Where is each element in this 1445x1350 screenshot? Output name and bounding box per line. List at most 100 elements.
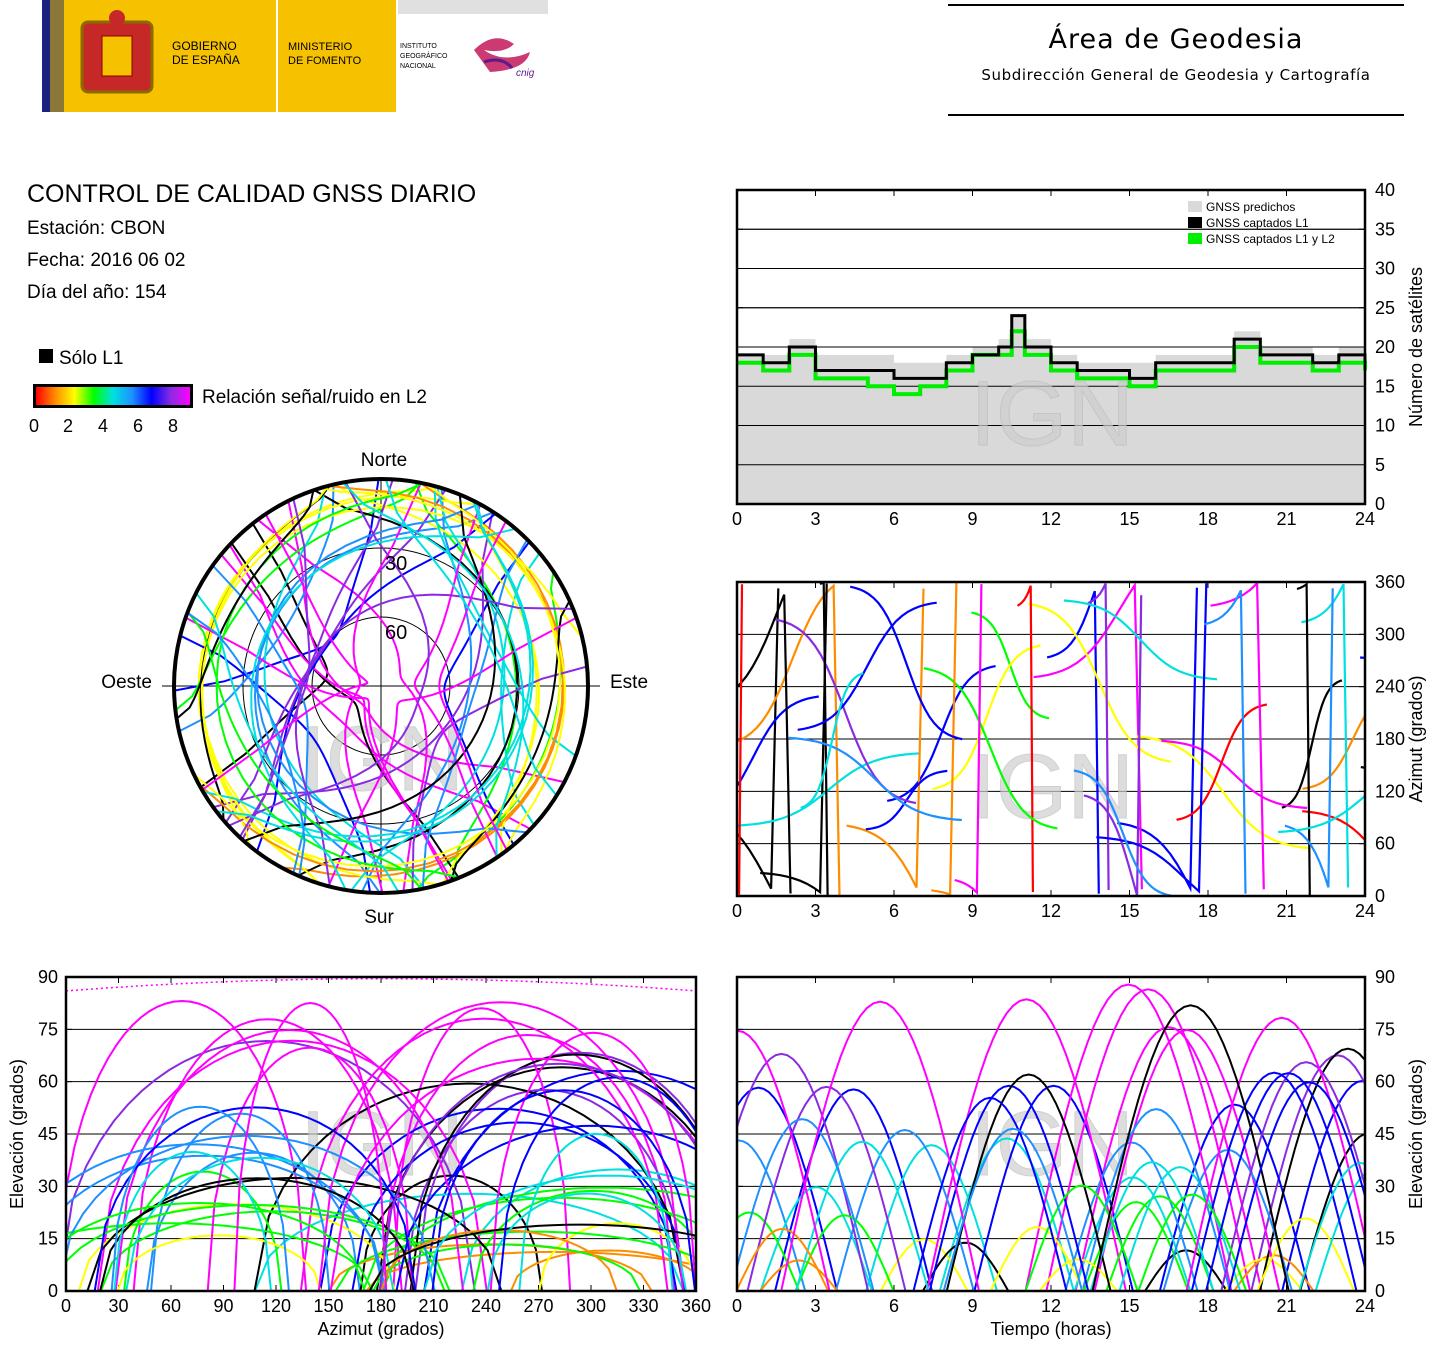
azimuth-track [788,736,962,822]
skyplot-track [193,483,562,868]
skyplot-track [175,490,315,720]
elevation-time-track [737,1227,830,1291]
elevation-time-track [1205,1072,1365,1291]
y-tick-label: 0 [1375,886,1385,906]
elevation-azimuth-track [299,1017,669,1291]
skyplot-track [215,500,534,843]
elevation-azimuth-track [125,1156,395,1291]
azimuth-track [737,695,819,789]
x-tick-label: 6 [889,1296,899,1316]
y-tick-label: 45 [1375,1124,1395,1144]
elevation-time-track [1227,1081,1365,1291]
elevation-time-track [1137,1193,1248,1291]
elevation-time-track [1038,1258,1118,1291]
ministry-line2: DE FOMENTO [288,55,362,67]
elevation-time-track [737,1052,870,1291]
y-tick-label: 360 [1375,572,1405,592]
y-tick-label: 15 [1375,1229,1395,1249]
l1-series-line [737,314,1367,380]
elevation-time-track [780,1000,980,1291]
y-tick-label: 60 [1375,834,1395,854]
azimuth-track [1073,769,1173,896]
skyplot-track [186,611,423,890]
azimuth-track [760,583,828,895]
elevation-azimuth-track [431,1089,696,1291]
azimuth-track [1284,588,1334,888]
plot-frame [735,975,1367,1293]
gov-line1: GOBIERNO [172,39,237,53]
azimuth-track [689,585,720,891]
y-axis-label: Elevación (grados) [1406,1059,1426,1209]
elevation-azimuth-tracks [66,977,696,1291]
snr-tick: 8 [168,416,179,436]
skyplot-track [215,482,460,879]
x-tick-label: 60 [161,1296,181,1316]
elevation-azimuth-track [392,1007,572,1291]
x-tick-label: 21 [1276,1296,1296,1316]
x-tick-label: 9 [967,901,977,921]
elevation-time-track [1258,1047,1365,1291]
skyplot-track [256,502,528,835]
skyplot-track [344,482,422,893]
x-tick-label: 21 [1276,901,1296,921]
area-subtitle: Subdirección General de Geodesia y Carto… [981,66,1371,84]
elevation-time-track [1024,983,1233,1291]
x-tick-label: 18 [1198,509,1218,529]
skyplot-track [227,481,430,827]
y-tick-label: 30 [1375,1176,1395,1196]
snr-tick: 2 [63,416,74,436]
azimuth-track [773,617,917,805]
elevation-azimuth-track [113,1150,272,1291]
x-tick-label: 18 [1198,1296,1218,1316]
elevation-time-track [1190,1071,1358,1291]
azimuth-track [1096,583,1208,894]
ign-watermark: IGN [970,736,1134,838]
elevation-azimuth-track [93,1106,417,1291]
station-label: Estación: CBON [27,218,166,239]
elevation-time-track [1024,1184,1139,1291]
legend-swatch [1188,217,1202,228]
azimuth-track [1117,587,1198,893]
elevation-azimuth-track [146,1151,361,1291]
elevation-time-track [1256,1217,1355,1291]
elevation-azimuth-track [66,1201,366,1291]
elevation-time-track [794,1214,895,1291]
azimuth-track [1301,583,1350,888]
azimuth-track [1063,599,1218,681]
cnig-text: cnig [516,68,535,79]
y-tick-label: 240 [1375,677,1405,697]
y-tick-label: 20 [1375,337,1395,357]
x-tick-label: 300 [576,1296,606,1316]
elevation-time-track [1298,1161,1365,1291]
x-axis-label: Azimut (grados) [317,1319,444,1339]
azimuth-track [1033,582,1143,890]
x-tick-label: 0 [61,1296,71,1316]
x-tick-label: 12 [1041,509,1061,529]
elevation-azimuth-track [351,1121,687,1291]
ministry-line1: MINISTERIO [288,41,353,53]
elevation-time-track [1314,1172,1365,1291]
x-tick-label: 30 [108,1296,128,1316]
x-tick-label: 18 [1198,901,1218,921]
skyplot-track [421,539,529,889]
azimuth-track [1296,582,1311,896]
elevation-time-track [1064,1141,1199,1291]
elevation-time-track [746,1085,907,1291]
elevation-time-track [1089,1161,1215,1291]
elevation-time-track [912,1096,1068,1291]
legend-swatch [1188,233,1202,244]
compass-south: Sur [364,907,394,928]
x-tick-label: 15 [1119,509,1139,529]
elevation-azimuth-track [114,1028,465,1291]
azimuth-track [886,665,996,802]
skyplot-track [238,498,311,838]
x-tick-label: 3 [810,1296,820,1316]
x-tick-label: 24 [1355,509,1375,529]
y-tick-label: 0 [48,1281,58,1301]
skyplot-track [443,541,531,846]
ministry-logo-banner: GOBIERNO DE ESPAÑA MINISTERIO DE FOMENTO… [42,0,548,112]
x-tick-label: 0 [732,901,742,921]
elevation-time-track [1224,1258,1304,1291]
y-tick-label: 0 [1375,494,1385,514]
x-tick-label: 15 [1119,901,1139,921]
